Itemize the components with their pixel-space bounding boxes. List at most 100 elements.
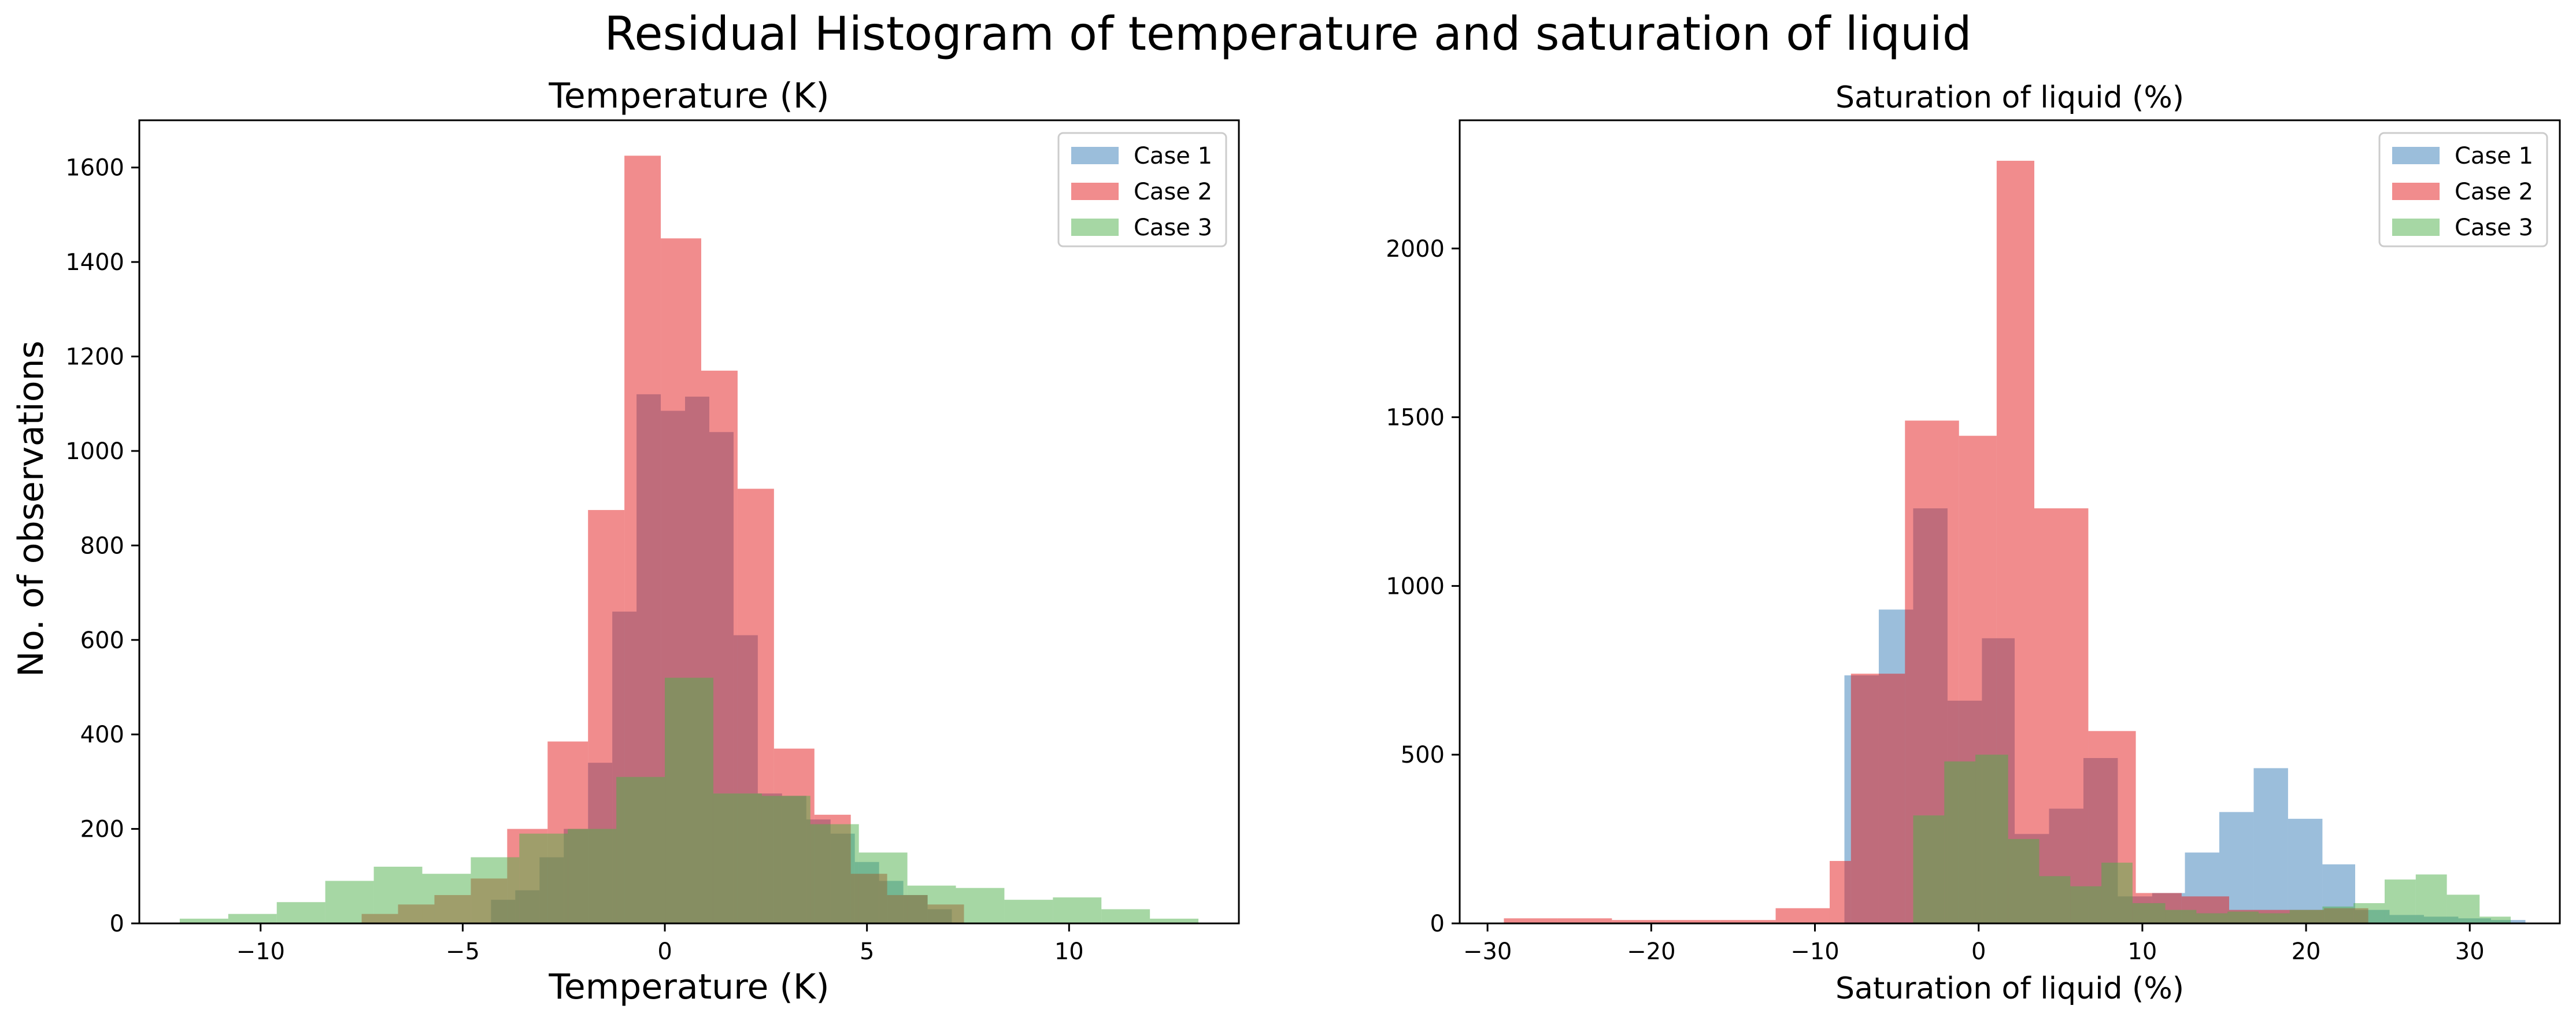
temperature-y-tick-label: 400 xyxy=(80,722,124,748)
saturation-bar-case-2 xyxy=(1775,908,1830,923)
temperature-legend-label-case-3: Case 3 xyxy=(1134,215,1212,241)
saturation-legend-label-case-1: Case 1 xyxy=(2455,143,2533,169)
saturation-bar-case-2 xyxy=(1720,920,1776,923)
saturation-y-tick-label: 500 xyxy=(1401,742,1445,768)
saturation-bar-case-2 xyxy=(1612,920,1666,923)
temperature-legend-swatch-case-2 xyxy=(1071,183,1119,200)
saturation-series-case-2 xyxy=(1504,161,2368,924)
saturation-legend-label-case-2: Case 2 xyxy=(2455,179,2533,205)
saturation-bar-case-3 xyxy=(1944,761,1976,923)
saturation-bar-case-3 xyxy=(1975,755,2008,923)
saturation-bar-case-2 xyxy=(1665,920,1720,923)
temperature-legend-swatch-case-3 xyxy=(1071,219,1119,236)
saturation-y-tick-label: 2000 xyxy=(1386,236,1445,263)
temperature-y-tick-label: 800 xyxy=(80,533,124,559)
saturation-bar-case-2 xyxy=(1504,918,1558,923)
saturation-bar-case-3 xyxy=(2322,906,2354,923)
temperature-x-axis-label: Temperature (K) xyxy=(548,967,829,1007)
temperature-y-tick-label: 1200 xyxy=(65,344,124,371)
saturation-bar-case-3 xyxy=(2258,913,2290,923)
temperature-legend-swatch-case-1 xyxy=(1071,147,1119,164)
saturation-legend-swatch-case-1 xyxy=(2392,147,2440,164)
saturation-bar-case-3 xyxy=(2415,874,2447,923)
saturation-x-axis-label: Saturation of liquid (%) xyxy=(1835,971,2184,1006)
saturation-x-tick-label: −30 xyxy=(1463,938,1512,965)
temperature-bar-case-3 xyxy=(616,777,665,923)
saturation-bar-case-3 xyxy=(2132,903,2166,923)
temperature-bar-case-3 xyxy=(761,796,810,923)
saturation-legend-label-case-3: Case 3 xyxy=(2455,215,2533,241)
saturation-bar-case-3 xyxy=(2289,910,2323,923)
saturation-bar-case-2 xyxy=(1829,861,1851,923)
saturation-series-case-3 xyxy=(1913,755,2511,923)
temperature-bar-case-3 xyxy=(471,857,520,923)
temperature-bar-case-3 xyxy=(276,902,325,923)
temperature-bar-case-3 xyxy=(568,829,617,923)
temperature-panel: −10 −5 0 5 10 0 200 400 600 800 1000 1200 1400 1600 Te… xyxy=(65,76,1240,1007)
shared-y-axis-label: No. of observations xyxy=(11,341,51,677)
saturation-x-tick-label: 10 xyxy=(2127,938,2157,965)
saturation-panel: −30 −20 −10 0 10 20 30 0 500 1000 1500 2000 Saturati… xyxy=(1386,80,2561,1006)
temperature-series-case-3 xyxy=(179,678,1199,923)
saturation-x-tick-label: −20 xyxy=(1627,938,1675,965)
temperature-bar-case-3 xyxy=(665,678,713,923)
saturation-legend: Case 1 Case 2 Case 3 xyxy=(2378,132,2548,247)
saturation-bar-case-1 xyxy=(2288,819,2323,923)
saturation-bar-case-2 xyxy=(1850,674,1905,923)
saturation-bar-case-3 xyxy=(1913,815,1945,923)
saturation-legend-swatch-case-3 xyxy=(2392,219,2440,236)
temperature-legend: Case 1 Case 2 Case 3 xyxy=(1057,132,1227,247)
temperature-x-tick-label: −10 xyxy=(236,938,285,965)
temperature-y-tick-label: 1000 xyxy=(65,438,124,465)
temperature-bar-case-3 xyxy=(325,881,374,923)
temperature-bar-case-3 xyxy=(907,885,956,923)
saturation-x-tick-label: −10 xyxy=(1790,938,1839,965)
temperature-y-tick-label: 600 xyxy=(80,627,124,654)
temperature-axes-frame xyxy=(138,119,1240,925)
saturation-x-tick-label: 30 xyxy=(2455,938,2485,965)
temperature-x-tick-label: 0 xyxy=(657,938,672,965)
saturation-bar-case-3 xyxy=(2101,862,2133,923)
temperature-bar-case-3 xyxy=(1053,897,1102,923)
temperature-bar-case-3 xyxy=(1150,918,1199,923)
saturation-bar-case-3 xyxy=(2070,886,2102,923)
temperature-legend-label-case-1: Case 1 xyxy=(1134,143,1212,169)
temperature-bar-case-3 xyxy=(858,852,908,923)
temperature-legend-label-case-2: Case 2 xyxy=(1134,179,1212,205)
temperature-bar-case-3 xyxy=(1004,900,1053,923)
saturation-legend-swatch-case-2 xyxy=(2392,183,2440,200)
saturation-bar-case-3 xyxy=(2353,903,2385,923)
saturation-bar-case-3 xyxy=(2008,839,2040,923)
temperature-bar-case-3 xyxy=(810,824,859,923)
saturation-bar-case-2 xyxy=(1557,918,1612,923)
temperature-x-tick-label: 10 xyxy=(1054,938,1084,965)
temperature-bar-case-3 xyxy=(228,914,277,923)
temperature-bar-case-3 xyxy=(373,866,423,923)
temperature-bar-case-3 xyxy=(519,833,568,923)
saturation-axes-frame xyxy=(1459,119,2561,925)
saturation-x-tick-label: 20 xyxy=(2292,938,2321,965)
saturation-panel-title: Saturation of liquid (%) xyxy=(1835,80,2184,115)
temperature-y-tick-label: 200 xyxy=(80,816,124,843)
saturation-bar-case-3 xyxy=(2196,913,2228,923)
saturation-y-tick-label: 1000 xyxy=(1386,573,1445,600)
saturation-y-tick-label: 1500 xyxy=(1386,405,1445,431)
figure-title: Residual Histogram of temperature and sa… xyxy=(604,7,1971,61)
temperature-bar-case-3 xyxy=(1101,909,1150,923)
temperature-y-tick-label: 0 xyxy=(110,911,124,937)
saturation-bar-case-3 xyxy=(2227,911,2259,923)
temperature-y-tick-label: 1600 xyxy=(65,155,124,182)
saturation-bar-case-3 xyxy=(2384,879,2416,923)
temperature-bar-case-3 xyxy=(956,888,1005,923)
temperature-y-tick-label: 1400 xyxy=(65,249,124,276)
temperature-x-tick-label: −5 xyxy=(446,938,480,965)
saturation-y-tick-label: 0 xyxy=(1430,911,1445,937)
saturation-bar-case-3 xyxy=(2039,876,2071,923)
temperature-bar-case-3 xyxy=(422,874,471,923)
saturation-bar-case-3 xyxy=(2165,910,2197,923)
temperature-panel-title: Temperature (K) xyxy=(548,76,829,116)
saturation-bar-case-3 xyxy=(2479,916,2511,923)
saturation-bar-case-1 xyxy=(2253,768,2288,923)
saturation-x-tick-label: 0 xyxy=(1971,938,1986,965)
